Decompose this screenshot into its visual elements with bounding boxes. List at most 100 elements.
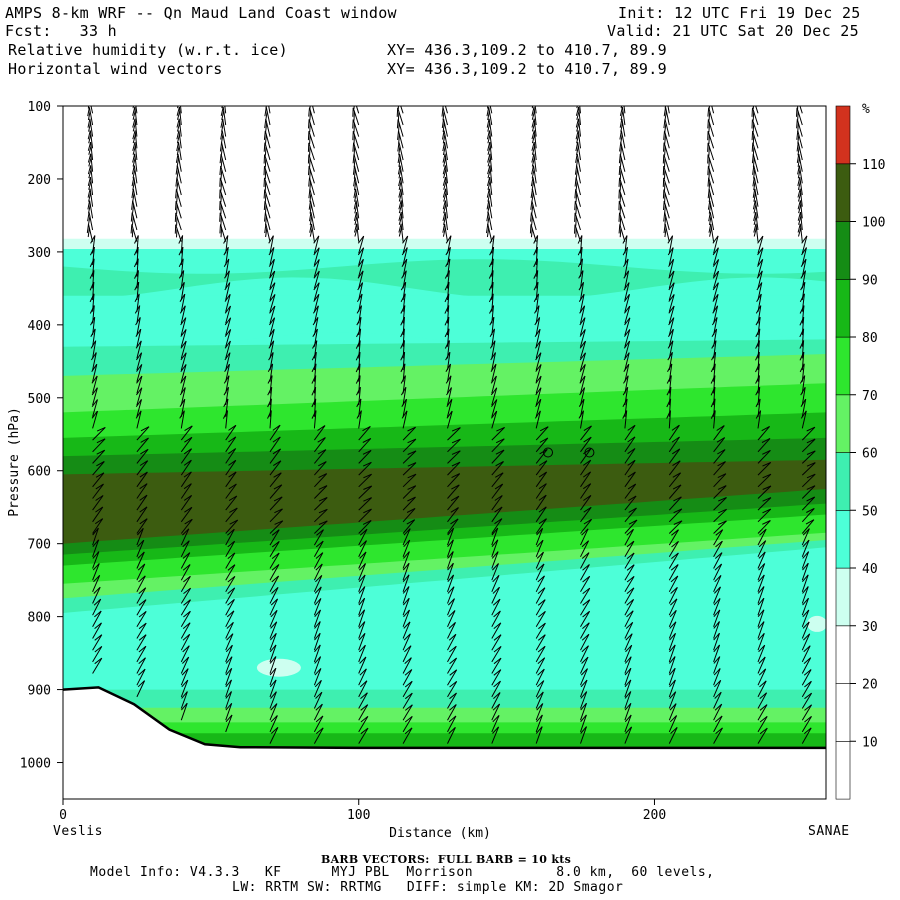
wind-barb-flag (140, 426, 150, 432)
wind-barb-flag (671, 552, 679, 559)
wind-barb-staff (663, 177, 670, 196)
wind-barb-flag (352, 142, 355, 152)
wind-barb-staff (624, 726, 633, 744)
wind-barb-flag (577, 258, 583, 268)
wind-barb-flag (574, 224, 576, 234)
wind-barb-staff (269, 621, 278, 639)
wind-barb-staff (313, 410, 317, 429)
wind-barb-flag (273, 460, 282, 467)
wind-barb-flag (313, 247, 320, 256)
wind-barb-flag (582, 622, 590, 629)
wind-barb-flag (579, 387, 586, 396)
wind-barb-staff (308, 154, 315, 172)
wind-barb-flag (537, 657, 546, 664)
wind-barb-flag (714, 575, 722, 583)
wind-barb-flag (398, 146, 401, 156)
wind-barb-staff (580, 576, 591, 593)
wind-barb-flag (442, 122, 445, 132)
wind-barb-flag (715, 529, 724, 536)
wind-barb-flag (492, 726, 499, 734)
wind-barb-flag (494, 483, 503, 490)
wind-barb-flag (451, 427, 461, 432)
wind-barb-staff (713, 540, 723, 558)
wind-barb-flag (87, 227, 90, 238)
wind-barb-flag (219, 154, 222, 164)
wind-barb-flag (487, 176, 491, 187)
wind-barb-staff (353, 142, 360, 161)
wind-barb-flag (221, 106, 223, 109)
wind-barb-flag (308, 189, 311, 199)
wind-barb-staff (134, 153, 138, 172)
wind-barb-flag (707, 107, 710, 117)
wind-barb-flag (802, 609, 810, 618)
wind-barb-staff (225, 282, 231, 301)
wind-barb-flag (268, 247, 275, 256)
terrain-surface-line (63, 686, 826, 750)
wind-barb-flag (87, 212, 90, 222)
wind-barb-flag (220, 216, 222, 226)
wind-barb-staff (533, 153, 537, 172)
wind-barb-staff (92, 551, 100, 569)
wind-barb-flag (359, 563, 366, 571)
wind-barb-flag (139, 494, 148, 501)
wind-barb-staff (713, 644, 721, 663)
wind-barb-flag (451, 461, 461, 467)
wind-barb-flag (228, 448, 236, 455)
wind-barb-flag (316, 529, 324, 536)
wind-barb-staff (624, 529, 634, 546)
wind-barb-flag (492, 703, 500, 711)
wind-barb-flag (531, 110, 535, 120)
wind-barb-flag (797, 223, 801, 233)
wind-barb-staff (225, 645, 233, 663)
wind-barb-staff (535, 305, 540, 324)
wind-barb-flag (624, 667, 632, 676)
wind-barb-staff (489, 130, 493, 149)
wind-barb-flag (268, 317, 276, 326)
wind-barb-flag (762, 473, 772, 479)
wind-barb-flag (663, 119, 666, 129)
wind-barb-staff (580, 293, 585, 312)
wind-barb-flag (627, 448, 636, 455)
wind-barb-flag (708, 181, 711, 191)
wind-barb-flag (136, 375, 143, 384)
wind-barb-flag (443, 204, 447, 214)
wind-barb-flag (182, 564, 191, 571)
wind-barbs (86, 106, 816, 744)
wind-barb-staff (314, 520, 328, 534)
wind-barb-flag (672, 484, 682, 490)
wind-barb-flag (228, 483, 237, 490)
wind-barb-staff (752, 154, 759, 172)
wind-barb-staff (444, 142, 448, 161)
wind-barb-flag (620, 146, 623, 156)
wind-barb-staff (136, 375, 143, 394)
wind-barb-staff (358, 473, 372, 488)
wind-barb-staff (668, 424, 680, 441)
wind-barb-staff (133, 177, 138, 196)
wind-barb-flag (537, 645, 546, 653)
wind-barb-flag (575, 216, 577, 226)
wind-barb-staff (356, 223, 360, 242)
wind-barb-flag (397, 153, 401, 163)
wind-barb-staff (668, 329, 674, 347)
wind-barb-flag (179, 305, 186, 314)
wind-barb-flag (178, 270, 185, 279)
wind-barb-staff (624, 410, 628, 429)
wind-barb-flag (135, 410, 142, 419)
wind-barb-staff (313, 235, 320, 254)
wind-barb-staff (491, 586, 500, 604)
wind-barb-staff (713, 575, 722, 593)
wind-barb-flag (398, 188, 402, 198)
wind-barb-staff (755, 223, 759, 242)
wind-barb-staff (757, 462, 772, 476)
wind-barb-staff (225, 352, 231, 371)
wind-barb-flag (133, 258, 139, 268)
wind-barb-flag (796, 107, 798, 117)
wind-barb-staff (447, 461, 461, 476)
wind-barb-flag (714, 563, 722, 571)
wind-barb-staff (264, 142, 271, 161)
wind-barb-flag (178, 246, 184, 256)
wind-barb-flag (714, 703, 723, 711)
wind-barb-flag (488, 281, 494, 291)
wind-barb-flag (227, 576, 236, 583)
wind-barb-staff (353, 154, 360, 172)
